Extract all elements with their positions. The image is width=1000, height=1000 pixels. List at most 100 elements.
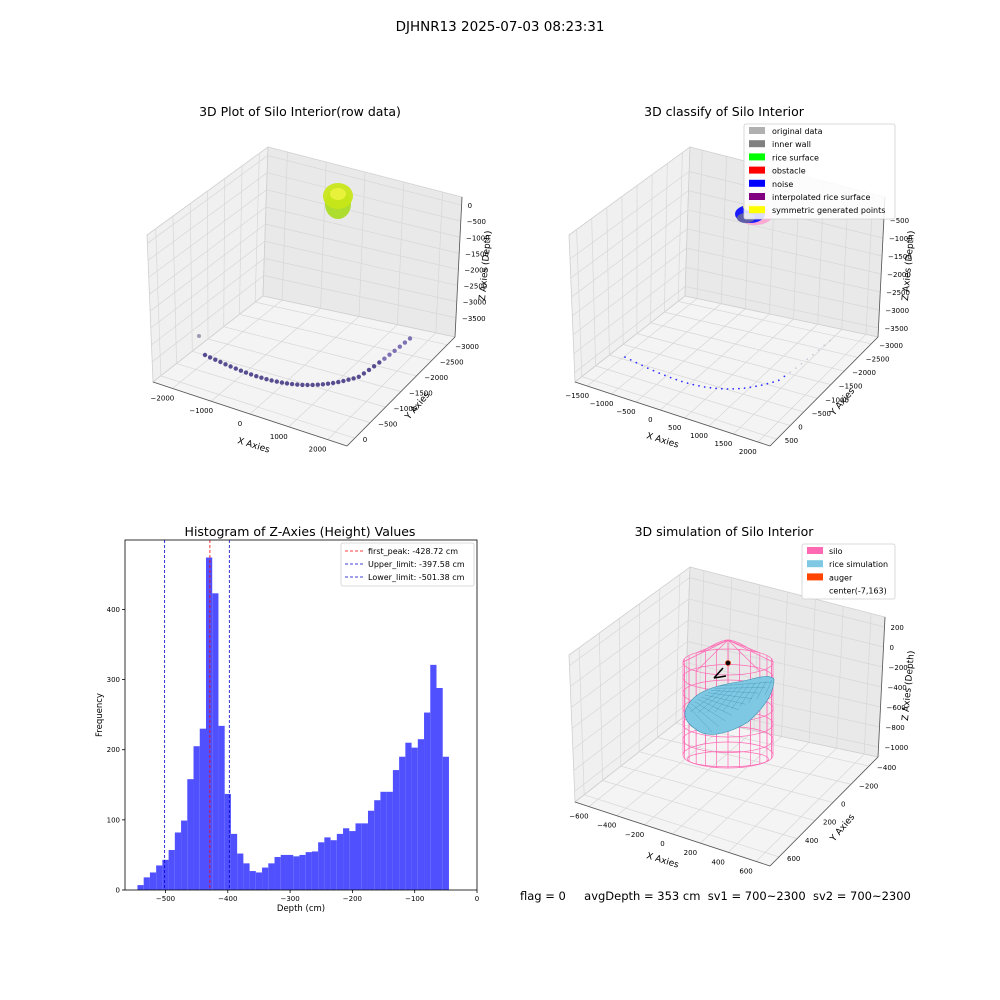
panel-classify-3d: 3D classify of Silo Interior −1500−1000−… bbox=[565, 104, 917, 456]
point bbox=[325, 381, 331, 386]
point bbox=[248, 372, 254, 377]
histogram-bar bbox=[249, 871, 256, 890]
rice-simulation-surface bbox=[684, 676, 775, 735]
x-tick-label: −400 bbox=[597, 822, 616, 830]
point bbox=[289, 381, 295, 387]
legend-box bbox=[801, 543, 896, 600]
point bbox=[646, 367, 649, 369]
legend-label: Upper_limit: -397.58 cm bbox=[368, 560, 465, 569]
legend-label: rice simulation bbox=[829, 560, 888, 569]
point bbox=[624, 356, 626, 358]
point bbox=[351, 376, 356, 381]
z-tick-label: −2500 bbox=[464, 283, 488, 291]
histogram-bar bbox=[255, 872, 263, 890]
legend-swatch bbox=[807, 560, 823, 568]
point bbox=[743, 387, 746, 389]
sv1-text: sv1 = 700~2300 bbox=[707, 889, 806, 903]
z-axis-line bbox=[877, 616, 886, 758]
legend-label: first_peak: -428.72 cm bbox=[368, 547, 458, 556]
histogram-bars bbox=[137, 557, 449, 890]
panel-histogram: Histogram of Z-Axies (Height) Values −50… bbox=[95, 524, 479, 914]
noise-point-cloud bbox=[624, 339, 831, 390]
legend-label: rice surface bbox=[772, 153, 819, 162]
x-tick-label: 2000 bbox=[309, 446, 327, 454]
point bbox=[732, 388, 735, 390]
x-tick-label: −100 bbox=[405, 895, 424, 903]
x-tick-label: −500 bbox=[616, 408, 635, 416]
histogram-bar bbox=[336, 833, 344, 890]
legend-label: symmetric generated points bbox=[772, 206, 885, 215]
x-tick-label: −600 bbox=[569, 813, 588, 821]
x-tick-label: 0 bbox=[238, 420, 242, 428]
x-axis-label: X Axies bbox=[645, 431, 680, 450]
histogram-bar bbox=[205, 557, 213, 890]
histogram-bar bbox=[386, 791, 393, 890]
x-tick-label: −500 bbox=[156, 895, 175, 903]
y-tick-label: 300 bbox=[107, 676, 120, 684]
point bbox=[356, 374, 361, 379]
point bbox=[202, 352, 208, 358]
x-tick-label: 400 bbox=[712, 858, 725, 866]
point bbox=[823, 344, 826, 347]
histogram-bar bbox=[293, 856, 300, 890]
simulation-title: 3D simulation of Silo Interior bbox=[635, 524, 815, 539]
point bbox=[238, 368, 244, 373]
point bbox=[259, 375, 264, 380]
x-tick-label: −2000 bbox=[151, 394, 175, 402]
y-tick-label: −200 bbox=[859, 782, 878, 790]
point bbox=[197, 334, 201, 338]
point bbox=[777, 379, 780, 382]
x-tick-labels: −2000 −1000 0 1000 2000 bbox=[151, 394, 327, 453]
legend-swatch bbox=[749, 153, 765, 161]
histogram-bar bbox=[143, 877, 150, 890]
z-tick-label: −600 bbox=[887, 704, 906, 712]
x-tick-label: 600 bbox=[739, 867, 752, 875]
x-tick-label: 500 bbox=[668, 424, 681, 432]
point bbox=[320, 382, 326, 387]
y-tick-label: −2500 bbox=[440, 358, 464, 366]
y-tick-label: −400 bbox=[877, 764, 896, 772]
y-tick-label: 0 bbox=[116, 887, 120, 895]
histogram-bar bbox=[355, 823, 362, 890]
x-axis-line bbox=[574, 381, 771, 447]
point bbox=[361, 371, 367, 376]
histogram-bar bbox=[318, 842, 325, 890]
z-tick-label: −500 bbox=[890, 217, 909, 225]
point bbox=[382, 356, 387, 361]
y-tick-label: −2500 bbox=[866, 355, 890, 363]
point bbox=[407, 336, 413, 341]
legend-label: original data bbox=[772, 127, 823, 136]
point bbox=[812, 353, 814, 356]
z-tick-labels: 200 0 −200 −400 −600 −800 −1000 bbox=[885, 624, 909, 752]
z-tick-label: −1500 bbox=[888, 253, 912, 261]
point bbox=[783, 375, 786, 378]
z-tick-label: 0 bbox=[890, 644, 894, 652]
z-tick-label: −1500 bbox=[465, 250, 489, 258]
y-tick-label: 200 bbox=[107, 746, 120, 754]
legend-swatch bbox=[749, 166, 765, 174]
z-tick-labels: 0 −500 −1000 −1500 −2000 −2500 −3000 −3500 bbox=[462, 202, 490, 323]
x-tick-labels: −600 −400 −200 0 200 400 600 bbox=[569, 813, 752, 876]
histogram-bar bbox=[392, 770, 400, 890]
histogram-bar bbox=[162, 859, 169, 890]
histogram-bar bbox=[436, 688, 443, 890]
point bbox=[669, 376, 672, 379]
histogram-bar bbox=[187, 779, 194, 890]
point bbox=[629, 359, 632, 361]
figure-title: DJHNR13 2025-07-03 08:23:31 bbox=[396, 19, 605, 35]
point bbox=[760, 384, 763, 386]
point bbox=[738, 387, 740, 390]
histogram-bar bbox=[174, 832, 182, 890]
y-tick-label: 400 bbox=[805, 837, 818, 845]
legend-label: center(-7,163) bbox=[829, 587, 887, 596]
x-tick-label: −400 bbox=[218, 895, 237, 903]
legend-swatch bbox=[749, 140, 765, 148]
point bbox=[377, 360, 382, 365]
auger-marker bbox=[713, 660, 731, 679]
raw-point-cloud bbox=[197, 334, 413, 388]
x-axis-label: X Axies bbox=[236, 436, 271, 455]
point bbox=[295, 382, 300, 387]
avg-depth-text: avgDepth = 353 cm bbox=[584, 889, 701, 903]
y-tick-label: 200 bbox=[823, 819, 836, 827]
x-tick-label: 1500 bbox=[715, 440, 733, 448]
